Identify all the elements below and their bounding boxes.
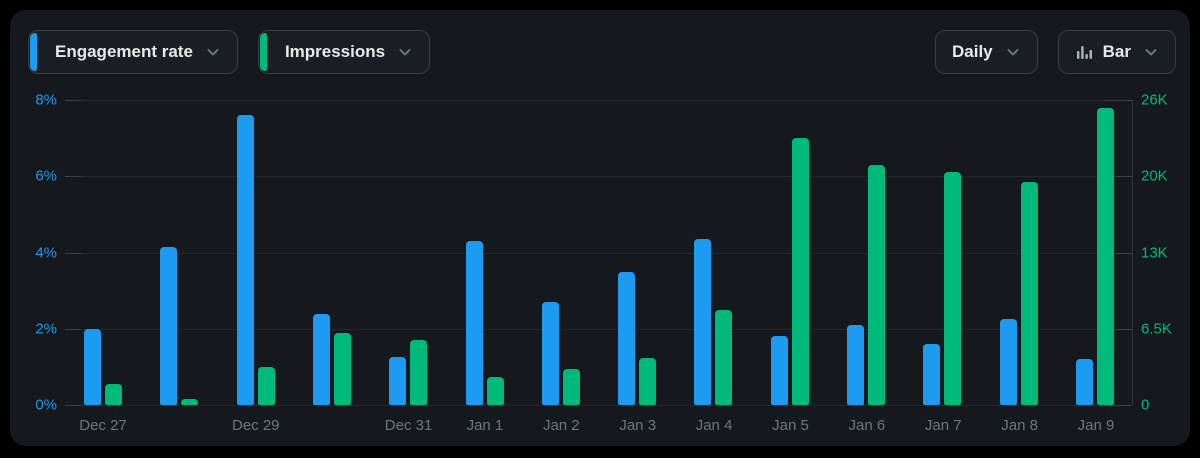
engagement-rate-bar[interactable] [160,246,178,405]
x-axis-label: Dec 31 [384,417,433,434]
bar-group[interactable] [541,100,580,405]
bar-chart-icon [1075,43,1093,61]
left-axis-labels: 8% 6% 4% 2% 0% [10,92,68,414]
engagement-rate-bar[interactable] [84,328,101,405]
x-axis-label: Jan 3 [619,417,657,434]
engagement-rate-bar[interactable] [312,313,330,405]
chart-plot-area [65,100,1133,406]
chevron-down-icon [397,44,413,60]
impressions-bar[interactable] [257,367,275,405]
bar-group[interactable] [84,100,122,405]
bar-group[interactable] [999,100,1038,405]
bar-chart: 8% 6% 4% 2% 0% 26K 20K 13K 6.5K 0 Dec 27 Dec 29 De… [10,92,1190,450]
impressions-bar[interactable] [1097,108,1114,405]
right-axis-tick-label: 20K [1141,167,1168,185]
chevron-down-icon [205,44,221,60]
engagement-rate-bar[interactable] [465,241,483,405]
impressions-bar[interactable] [410,340,428,405]
x-axis-label: Jan 6 [848,417,886,434]
engagement-rate-bar[interactable] [236,115,254,405]
bar-group[interactable] [160,100,199,405]
engagement-rate-dropdown-label: Engagement rate [55,42,193,61]
impressions-bar[interactable] [1020,182,1038,405]
x-axis-label: Jan 1 [466,417,504,434]
bar-group[interactable] [465,100,504,405]
impressions-bar[interactable] [868,164,886,405]
impressions-bar[interactable] [944,171,962,405]
engagement-rate-bar[interactable] [694,239,712,405]
chart-toolbar: Engagement rate Impressions Daily [10,10,1190,74]
x-axis-label: Jan 5 [772,417,809,434]
engagement-rate-bar[interactable] [999,319,1017,405]
right-axis-tick-label: 6.5K [1141,320,1172,338]
left-axis-tick-label: 8% [35,91,57,109]
chart-type-dropdown-label: Bar [1102,42,1131,61]
left-axis-tick-label: 0% [35,396,57,414]
bar-group[interactable] [236,100,275,405]
gridline [65,252,1132,254]
right-axis-labels: 26K 20K 13K 6.5K 0 [1141,92,1190,414]
bar-group[interactable] [923,100,962,405]
bar-group[interactable] [389,100,428,405]
impressions-bar[interactable] [105,383,122,405]
bars-layer [84,100,1114,405]
impressions-bar[interactable] [639,358,657,405]
impressions-bar[interactable] [333,333,351,405]
bar-group[interactable] [618,100,657,405]
metric-selectors: Engagement rate Impressions [28,30,431,74]
engagement-rate-bar[interactable] [770,336,788,405]
impressions-bar[interactable] [715,309,733,405]
engagement-rate-bar[interactable] [923,344,941,405]
x-axis-label: Dec 29 [232,417,280,434]
bar-group[interactable] [312,100,351,405]
engagement-rate-bar[interactable] [618,271,636,405]
bar-group[interactable] [694,100,733,405]
engagement-rate-accent-bar [30,33,37,71]
x-axis-label: Jan 4 [695,417,733,434]
x-axis-labels: Dec 27 Dec 29 Dec 31 Jan 1 Jan 2 Jan 3 Jan 4 Ja… [79,405,1115,450]
engagement-rate-bar[interactable] [847,324,865,405]
x-axis-label: Jan 7 [924,417,962,434]
engagement-rate-dropdown[interactable]: Engagement rate [28,30,238,74]
x-axis-label: Jan 8 [1001,417,1038,434]
gridline [65,328,1132,330]
chevron-down-icon [1005,44,1021,60]
gridline [65,176,1132,178]
chart-type-dropdown[interactable]: Bar [1057,30,1176,74]
impressions-dropdown-label: Impressions [284,42,386,61]
granularity-dropdown-label: Daily [952,42,993,61]
engagement-rate-bar[interactable] [389,357,407,405]
bar-group[interactable] [770,100,809,405]
gridline [65,100,1132,101]
chevron-down-icon [1143,44,1159,60]
x-axis-label: Jan 2 [542,417,580,434]
left-axis-tick-label: 4% [35,244,57,261]
impressions-dropdown[interactable]: Impressions [257,30,431,74]
engagement-rate-bar[interactable] [541,302,559,405]
gridline [65,405,1132,406]
bar-group[interactable] [847,100,886,405]
engagement-rate-bar[interactable] [1076,359,1093,405]
granularity-dropdown[interactable]: Daily [935,30,1038,74]
impressions-bar[interactable] [791,137,809,405]
right-axis-tick-label: 26K [1141,91,1168,109]
analytics-card: Engagement rate Impressions Daily [10,10,1190,446]
left-axis-tick-label: 2% [35,320,57,338]
right-axis-tick-label: 0 [1141,396,1150,414]
impressions-bar[interactable] [181,399,199,405]
left-axis-tick-label: 6% [35,167,57,185]
impressions-bar[interactable] [486,376,504,405]
bar-group[interactable] [1076,100,1114,405]
view-controls: Daily Bar [935,30,1176,74]
impressions-accent-bar [259,33,267,71]
impressions-bar[interactable] [562,368,580,405]
x-axis-label: Dec 27 [79,417,127,434]
right-axis-tick-label: 13K [1141,244,1168,261]
x-axis-label: Jan 9 [1077,417,1115,434]
